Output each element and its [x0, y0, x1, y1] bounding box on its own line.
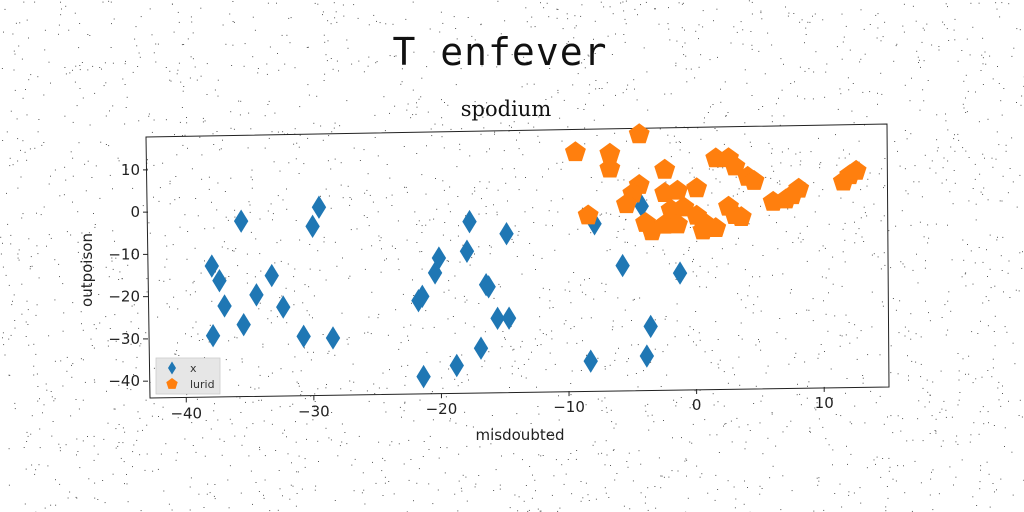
data-point: [296, 324, 311, 349]
data-point: [427, 261, 443, 285]
data-point: [205, 324, 221, 348]
data-point: [615, 193, 637, 214]
data-point: [692, 219, 714, 240]
data-point: [473, 336, 489, 360]
data-point: [249, 283, 264, 307]
data-point: [325, 326, 341, 350]
y-tick-label: −40: [108, 372, 140, 390]
data-point: [462, 209, 477, 234]
data-point: [788, 177, 810, 198]
data-point: [564, 141, 586, 162]
axes-frame: [145, 123, 890, 399]
y-tick-label: −10: [108, 245, 140, 263]
data-point: [599, 157, 621, 178]
legend: x lurid: [155, 357, 221, 395]
legend-marker: [166, 378, 178, 389]
y-tick-label: 10: [121, 161, 140, 179]
data-point: [667, 179, 688, 200]
axes-title: spodium: [461, 97, 552, 121]
x-tick-label: −30: [298, 402, 330, 420]
series-lurid: [564, 123, 867, 241]
data-point: [743, 170, 765, 190]
legend-marker: [168, 361, 176, 375]
data-point: [415, 284, 430, 309]
data-point: [490, 306, 505, 331]
data-point: [599, 142, 621, 163]
x-axis-label: misdoubted: [476, 426, 565, 444]
x-tick-label: 10: [815, 394, 834, 412]
series-layer: [204, 123, 867, 389]
y-tick-label: −20: [108, 288, 140, 306]
data-point: [639, 344, 655, 368]
x-tick-label: −20: [426, 400, 458, 418]
data-point: [499, 221, 514, 246]
legend-label: lurid: [190, 378, 215, 391]
data-point: [204, 254, 219, 278]
y-tick-label: 0: [130, 203, 140, 221]
data-point: [583, 349, 598, 373]
y-tick-label: −30: [108, 330, 140, 348]
plot-area: spodium −40 −30 −20 −10 0 10 10 0 −10 −20 −30 −40 m…: [78, 97, 890, 444]
x-tick-label: 0: [692, 396, 702, 414]
data-point: [311, 195, 327, 219]
data-point: [459, 239, 475, 263]
legend-box: [155, 357, 221, 395]
data-point: [577, 204, 599, 225]
data-point: [264, 263, 279, 288]
y-axis-label: outpoison: [78, 233, 96, 307]
data-point: [501, 306, 517, 330]
data-point: [724, 155, 746, 176]
data-point: [730, 206, 752, 227]
data-point: [276, 295, 291, 319]
axis-ticks: −40 −30 −20 −10 0 10 10 0 −10 −20 −30 −40: [108, 161, 833, 423]
data-point: [481, 275, 496, 299]
x-tick-label: −10: [553, 398, 585, 416]
data-point: [236, 312, 251, 337]
data-point: [667, 213, 688, 234]
data-point: [845, 159, 867, 180]
data-point: [233, 209, 249, 233]
data-point: [654, 158, 676, 179]
data-point: [634, 194, 649, 218]
data-point: [686, 177, 708, 198]
data-point: [672, 261, 688, 285]
data-point: [305, 214, 320, 239]
series-x: [204, 194, 688, 389]
data-point: [212, 268, 227, 293]
legend-label: x: [190, 362, 197, 375]
figure-title: T enfever: [392, 30, 608, 74]
data-point: [643, 314, 658, 339]
data-point: [416, 364, 431, 389]
x-tick-label: −40: [170, 404, 202, 422]
data-point: [628, 123, 650, 144]
data-point: [615, 253, 630, 278]
data-point: [449, 353, 464, 378]
data-point: [217, 294, 232, 318]
